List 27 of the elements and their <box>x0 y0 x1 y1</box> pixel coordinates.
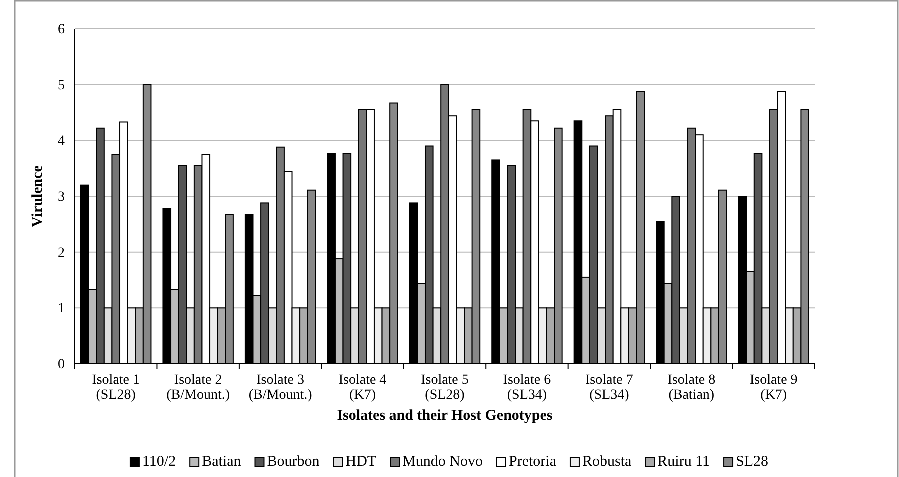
y-axis-title: Virulence <box>30 165 46 228</box>
legend-label: Robusta <box>582 454 632 470</box>
x-tick-label: Isolate 8 (Batian) <box>668 373 716 403</box>
x-tick-label: Isolate 5 (SL28) <box>421 373 469 403</box>
legend-label: Pretoria <box>508 454 557 470</box>
x-tick-label: Isolate 1 (SL28) <box>92 373 140 403</box>
legend-label: Ruiru 11 <box>658 454 710 470</box>
x-tick-label: Isolate 4 (K7) <box>338 373 387 403</box>
y-tick-label: 1 <box>58 302 65 317</box>
legend-label: Bourbon <box>267 454 320 470</box>
y-tick-label: 6 <box>58 22 65 38</box>
legend-label: Mundo Novo <box>402 454 483 470</box>
y-tick-label: 0 <box>58 357 65 372</box>
y-tick-label: 3 <box>58 190 65 205</box>
x-tick-label: Isolate 6 (SL34) <box>503 373 552 403</box>
y-tick-label: 4 <box>58 134 65 150</box>
legend-label: Batian <box>202 454 242 470</box>
y-tick-label: 5 <box>58 78 65 94</box>
x-axis-title: Isolates and their Host Genotypes <box>337 408 553 424</box>
legend-label: SL28 <box>736 454 769 470</box>
y-tick-label: 2 <box>58 246 65 261</box>
x-tick-label: Isolate 2 (B/Mount.) <box>166 373 230 403</box>
x-tick-label: Isolate 7 (SL34) <box>586 373 634 403</box>
legend-label: HDT <box>346 454 377 470</box>
x-tick-label: Isolate 3 (B/Mount.) <box>248 373 313 403</box>
legend-label: 110/2 <box>142 454 176 470</box>
x-tick-label: Isolate 9 (K7) <box>750 373 798 403</box>
